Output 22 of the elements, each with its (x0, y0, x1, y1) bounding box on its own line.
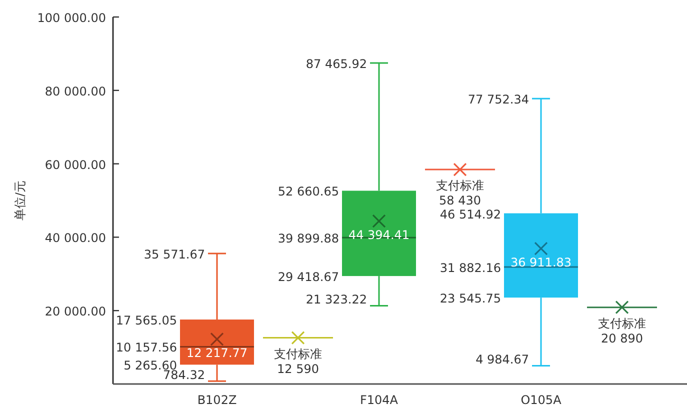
ytick: 80 000.00 (44, 84, 106, 98)
xtick: O105A (520, 393, 562, 407)
text: 77 752.34 (468, 92, 529, 107)
text: 36 911.83 (510, 256, 572, 270)
xtick: B102Z (197, 393, 237, 407)
text: 31 882.16 (440, 260, 501, 275)
text: 4 984.67 (476, 352, 529, 367)
text: 46 514.92 (440, 207, 501, 222)
data-label: 58 430 (439, 194, 481, 208)
ytick: 40 000.00 (44, 231, 106, 246)
ytick: 60 000.00 (44, 158, 106, 172)
data-label: 12 590 (277, 362, 319, 376)
xtick: F104A (360, 393, 398, 407)
point (291, 330, 305, 345)
point (453, 162, 467, 176)
ytick: 100 000.00 (37, 11, 106, 25)
data-label: 20 890 (601, 331, 643, 346)
point (615, 300, 629, 314)
ylabel: 单位/元 (13, 180, 27, 221)
text: 23 545.75 (440, 292, 501, 306)
series-label: 支付标准 (274, 346, 322, 361)
ytick: 20 000.00 (44, 304, 106, 319)
